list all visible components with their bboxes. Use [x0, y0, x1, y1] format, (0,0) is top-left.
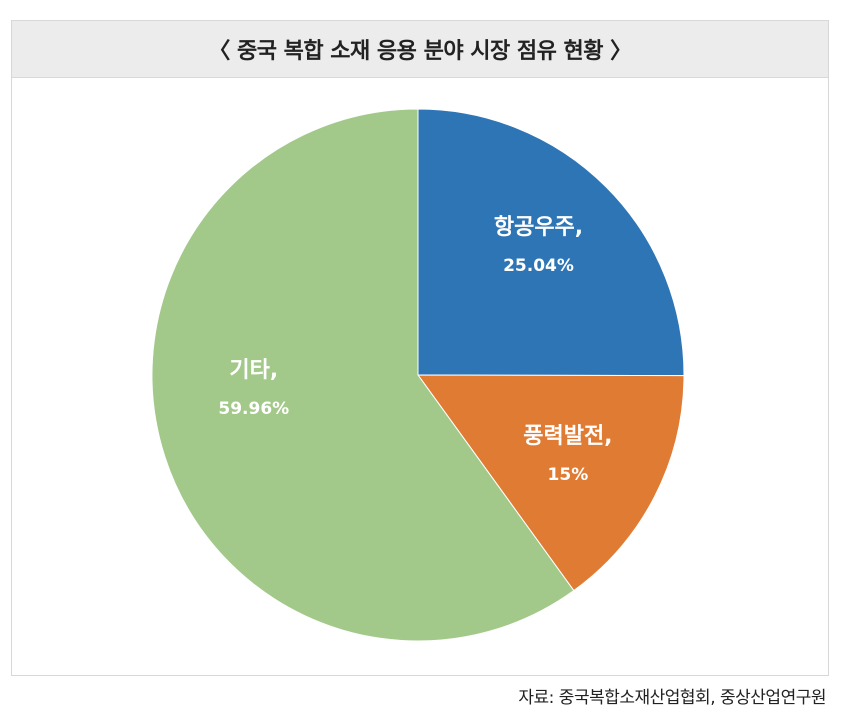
pie-slice [417, 374, 685, 592]
slice-label-name: 풍력발전, [523, 423, 613, 449]
pie-slice [151, 108, 575, 642]
slice-label-value: 59.96% [218, 399, 290, 420]
slice-label-name: 항공우주, [493, 215, 584, 241]
slice-label: 항공우주, 25.04% [494, 209, 583, 285]
pie-chart [151, 108, 685, 642]
slice-label: 풍력발전, 15% [523, 418, 612, 494]
slice-label-value: 15% [547, 464, 589, 485]
pie-slice [417, 108, 685, 377]
slice-label-value: 25.04% [503, 256, 574, 277]
source-note: 자료: 중국복합소재산업협회, 중상산업연구원 [518, 688, 826, 708]
slice-label: 기타, 59.96% [218, 352, 289, 428]
chart-title: 〈 중국 복합 소재 응용 분야 시장 점유 현황 〉 [11, 20, 829, 78]
slice-label-name: 기타, [229, 358, 279, 384]
chart-frame: 항공우주, 25.04% 풍력발전, 15% 기타, 59.96% [11, 78, 829, 676]
